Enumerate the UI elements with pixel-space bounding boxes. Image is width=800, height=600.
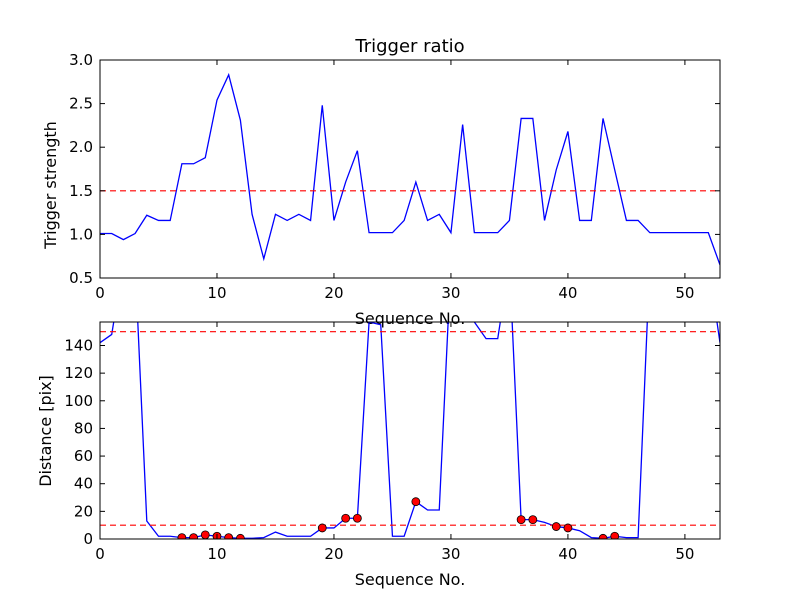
marker-point — [224, 533, 234, 539]
marker-point — [598, 533, 608, 539]
x-tick-label: 30 — [441, 284, 460, 302]
marker-point — [610, 531, 620, 539]
marker-point — [235, 533, 245, 539]
y-tick-label: 2.0 — [69, 138, 93, 156]
y-tick-label: 100 — [64, 392, 93, 410]
x-axis-label: Sequence No. — [355, 570, 466, 589]
y-tick-label: 60 — [74, 447, 93, 465]
plot-area — [100, 72, 720, 266]
plot-area — [100, 322, 720, 539]
y-tick-label: 40 — [74, 475, 93, 493]
series-line-0 — [100, 72, 720, 266]
marker-point — [551, 522, 561, 531]
x-tick-label: 40 — [558, 545, 577, 563]
distance-plot: Sequence No. Distance [pix] 0 10 20 30 40 50 0… — [36, 321, 721, 589]
plot-frame — [99, 59, 721, 279]
x-tick-label: 30 — [441, 545, 460, 563]
trigger-ratio-plot: Trigger ratio Sequence No. Trigger stren… — [41, 36, 721, 328]
y-tick-label: 20 — [74, 502, 93, 520]
y-tick-label: 0.5 — [69, 269, 93, 287]
marker-point — [341, 513, 351, 523]
marker-point — [317, 523, 327, 533]
x-tick-label: 20 — [324, 284, 343, 302]
marker-point — [563, 523, 573, 533]
y-tick-label: 120 — [64, 364, 93, 382]
marker-point — [352, 513, 362, 523]
marker-point — [516, 515, 526, 525]
y-tick-label: 2.5 — [69, 95, 93, 113]
y-tick-label: 1.0 — [69, 225, 93, 243]
chart-title: Trigger ratio — [354, 36, 464, 57]
marker-point — [200, 530, 210, 539]
x-tick-label: 0 — [95, 545, 105, 563]
x-axis-label: Sequence No. — [355, 309, 466, 328]
marker-point — [177, 533, 187, 539]
x-tick-label: 20 — [324, 545, 343, 563]
plot-frame — [99, 321, 721, 540]
x-tick-label: 10 — [207, 284, 226, 302]
marker-point — [528, 515, 538, 525]
marker-point — [411, 497, 421, 507]
y-axis-label: Distance [pix] — [36, 375, 55, 487]
marker-point — [189, 533, 198, 539]
y-tick-label: 140 — [64, 336, 93, 354]
x-tick-label: 40 — [558, 284, 577, 302]
y-tick-label: 3.0 — [69, 51, 93, 69]
x-tick-label: 0 — [95, 284, 105, 302]
x-tick-label: 10 — [207, 545, 226, 563]
y-tick-label: 1.5 — [69, 182, 93, 200]
x-tick-label: 50 — [675, 284, 694, 302]
y-axis-label: Trigger strength — [41, 121, 60, 250]
y-tick-label: 0 — [83, 530, 93, 548]
x-tick-label: 50 — [675, 545, 694, 563]
y-tick-label: 80 — [74, 419, 93, 437]
